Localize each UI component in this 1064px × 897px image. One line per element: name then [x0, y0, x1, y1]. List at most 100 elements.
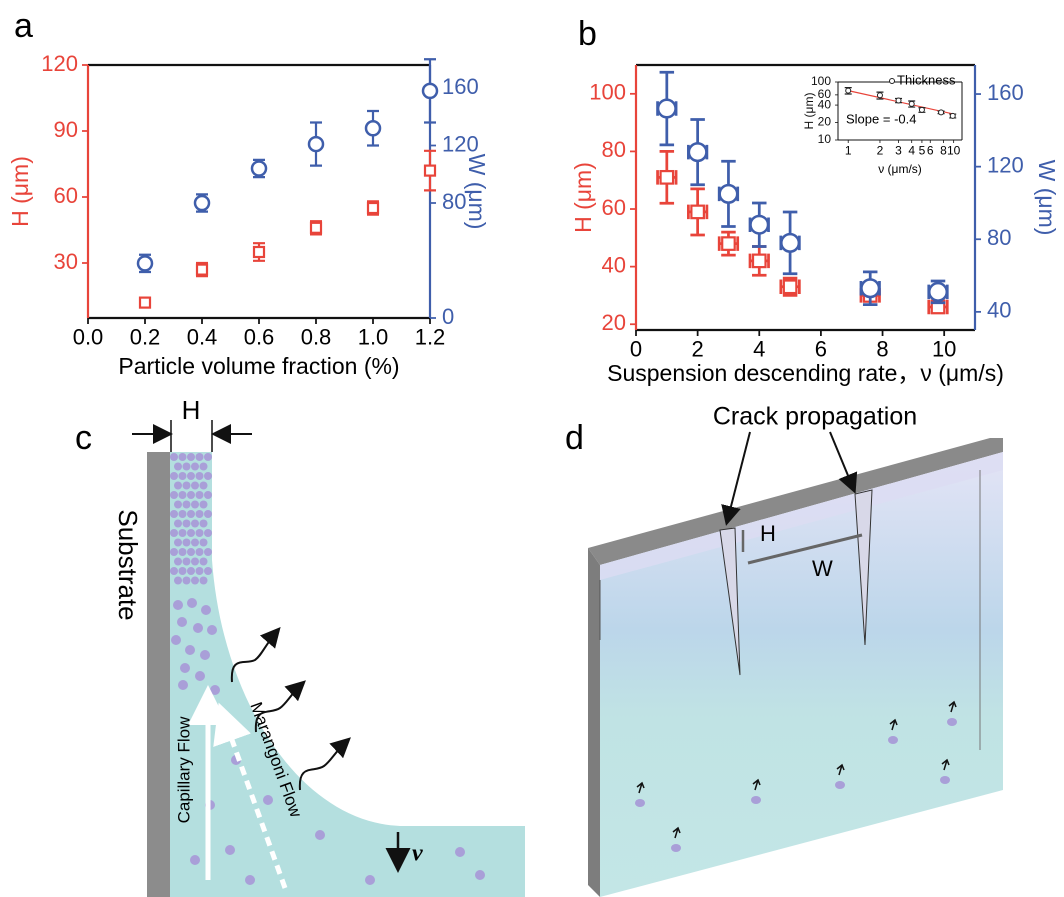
- particles: [170, 453, 485, 885]
- particle: [947, 718, 957, 726]
- x-tick-label: 5: [919, 144, 926, 158]
- y2-tick-label: 120: [987, 152, 1024, 177]
- deposit-top: [600, 452, 1003, 580]
- marker: [721, 236, 736, 251]
- particle: [200, 650, 210, 660]
- particle: [187, 510, 195, 518]
- particle: [835, 781, 845, 789]
- marker: [949, 112, 956, 119]
- y-axis-label: H (μm): [7, 156, 33, 227]
- particle: [199, 500, 208, 509]
- marker: [252, 245, 266, 259]
- particle: [171, 635, 181, 645]
- particle: [455, 847, 465, 857]
- marker: [845, 87, 852, 94]
- y-tick-label: 100: [811, 74, 831, 88]
- particle: [182, 519, 191, 528]
- particle: [174, 576, 182, 585]
- arrow: [948, 700, 957, 713]
- x-tick-label: 2: [692, 337, 704, 362]
- y2-tick-label: 80: [442, 189, 466, 214]
- particle: [191, 481, 199, 490]
- marker: [928, 281, 949, 302]
- marker: [751, 253, 767, 269]
- particle: [199, 576, 208, 585]
- y2-tick-label: 160: [442, 74, 479, 99]
- y-tick-label: 80: [602, 137, 626, 162]
- y2-axis-label: W (μm): [464, 154, 490, 230]
- marker: [656, 98, 677, 119]
- particle: [177, 617, 187, 627]
- particle: [245, 875, 255, 885]
- particle: [204, 548, 212, 556]
- particle: [195, 472, 204, 480]
- particle: [195, 671, 205, 681]
- x-axis-label: ν (μm/s): [878, 162, 922, 176]
- x-tick-label: 4: [753, 337, 765, 362]
- x-axis-label: Particle volume fraction (%): [118, 353, 399, 379]
- particle: [178, 680, 188, 690]
- arrow: [636, 781, 645, 794]
- substrate-label: Substrate: [113, 509, 143, 620]
- marker: [659, 169, 675, 185]
- marker: [138, 296, 152, 309]
- y-tick-label: 120: [41, 51, 78, 76]
- y-tick-label: 60: [54, 183, 78, 208]
- marker: [193, 194, 211, 212]
- arrow: [836, 763, 845, 776]
- particle: [195, 453, 204, 461]
- particle: [178, 453, 187, 461]
- legend-marker: [889, 78, 895, 84]
- x-tick-label: 2: [877, 144, 884, 158]
- particle: [174, 538, 182, 547]
- x-tick-label: 4: [908, 144, 915, 158]
- particle: [191, 462, 199, 471]
- y2-tick-label: 80: [987, 225, 1011, 250]
- particle: [174, 462, 182, 471]
- arrow: [829, 431, 858, 494]
- x-tick-label: 0.0: [73, 325, 104, 350]
- particle: [187, 598, 197, 608]
- particle: [199, 538, 208, 547]
- particle: [187, 472, 195, 480]
- particle: [187, 529, 195, 537]
- w-label: W: [812, 556, 833, 581]
- inset-frame: [804, 74, 968, 176]
- evaporation-arrow: [254, 680, 306, 733]
- particle: [178, 529, 187, 537]
- particle: [888, 736, 898, 744]
- panel-label: b: [578, 15, 597, 53]
- h-label: H: [760, 521, 776, 546]
- particle: [174, 481, 182, 490]
- h-label: H: [182, 395, 201, 425]
- particle: [204, 472, 212, 480]
- substrate: [147, 452, 170, 897]
- particle: [190, 855, 200, 865]
- capillary-label: Capillary Flow: [174, 716, 193, 823]
- arrow: [889, 718, 898, 731]
- y-tick-label: 60: [818, 87, 832, 101]
- y-tick-label: 40: [818, 97, 832, 111]
- particle: [940, 776, 950, 784]
- marker: [938, 109, 945, 116]
- particle: [751, 796, 761, 804]
- y-tick-label: 90: [54, 117, 78, 142]
- particle: [170, 453, 178, 461]
- particle: [185, 645, 195, 655]
- marker: [423, 164, 437, 177]
- y2-tick-label: 160: [987, 80, 1024, 105]
- particle: [193, 623, 203, 633]
- diagram-d: Crack propagation H W: [588, 403, 1003, 897]
- particle: [263, 795, 273, 805]
- arrow: [752, 778, 761, 791]
- particle: [182, 557, 191, 566]
- marker: [421, 82, 439, 100]
- particle: [170, 567, 178, 575]
- particle: [170, 548, 178, 556]
- arrow: [721, 431, 751, 526]
- particle: [178, 548, 187, 556]
- particle: [315, 830, 325, 840]
- x-tick-label: 1.0: [358, 325, 389, 350]
- x-tick-label: 6: [815, 337, 827, 362]
